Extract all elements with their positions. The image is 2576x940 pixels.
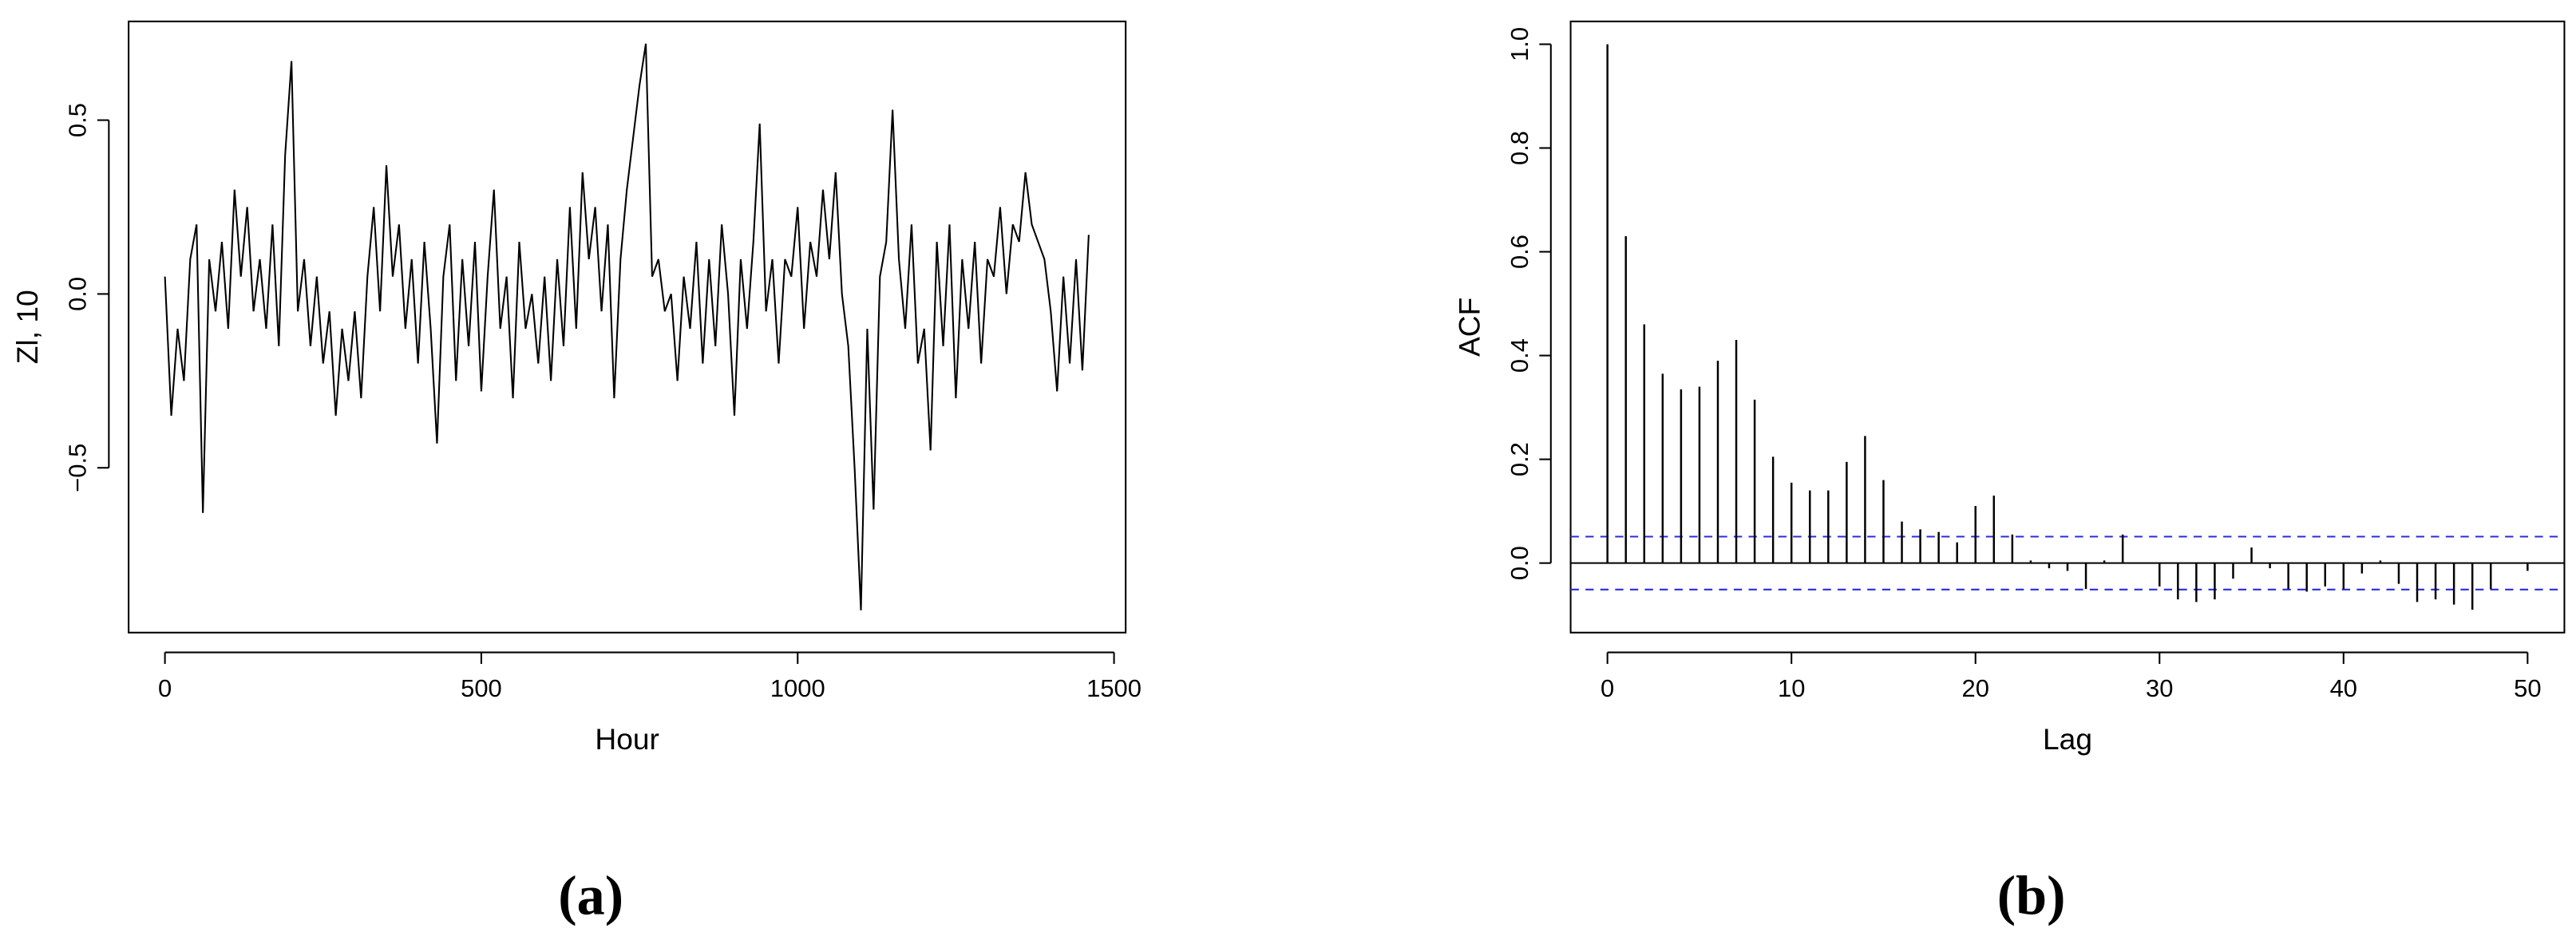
y-axis-title: Zl, 10 (10, 290, 44, 364)
y-tick-label: −0.5 (63, 444, 91, 492)
x-tick-label: 30 (2146, 674, 2173, 702)
x-tick-label: 500 (461, 674, 502, 702)
x-tick-label: 20 (1962, 674, 1989, 702)
x-tick-label: 1500 (1086, 674, 1142, 702)
y-axis-title: ACF (1453, 298, 1486, 357)
x-axis-title: Hour (595, 722, 659, 756)
x-tick-label: 50 (2514, 674, 2541, 702)
x-axis-title: Lag (2043, 722, 2092, 756)
panel-label: (a) (558, 864, 623, 926)
x-tick-label: 0 (158, 674, 172, 702)
plot-frame (1569, 20, 2566, 634)
plot-frame (128, 20, 1127, 634)
series-line (164, 43, 1090, 610)
x-tick-label: 40 (2330, 674, 2357, 702)
y-tick-label: 0.8 (1506, 131, 1533, 165)
y-tick-label: 0.6 (1506, 235, 1533, 269)
y-tick-label: 0.0 (63, 277, 91, 311)
x-tick-label: 10 (1778, 674, 1805, 702)
y-tick-label: 0.0 (1506, 546, 1533, 580)
y-tick-label: 1.0 (1506, 27, 1533, 61)
x-tick-label: 1000 (770, 674, 825, 702)
y-tick-label: 0.2 (1506, 442, 1533, 476)
panel-label: (b) (1997, 864, 2066, 926)
y-tick-label: 0.4 (1506, 338, 1533, 373)
x-tick-label: 0 (1601, 674, 1614, 702)
y-tick-label: 0.5 (63, 103, 91, 137)
